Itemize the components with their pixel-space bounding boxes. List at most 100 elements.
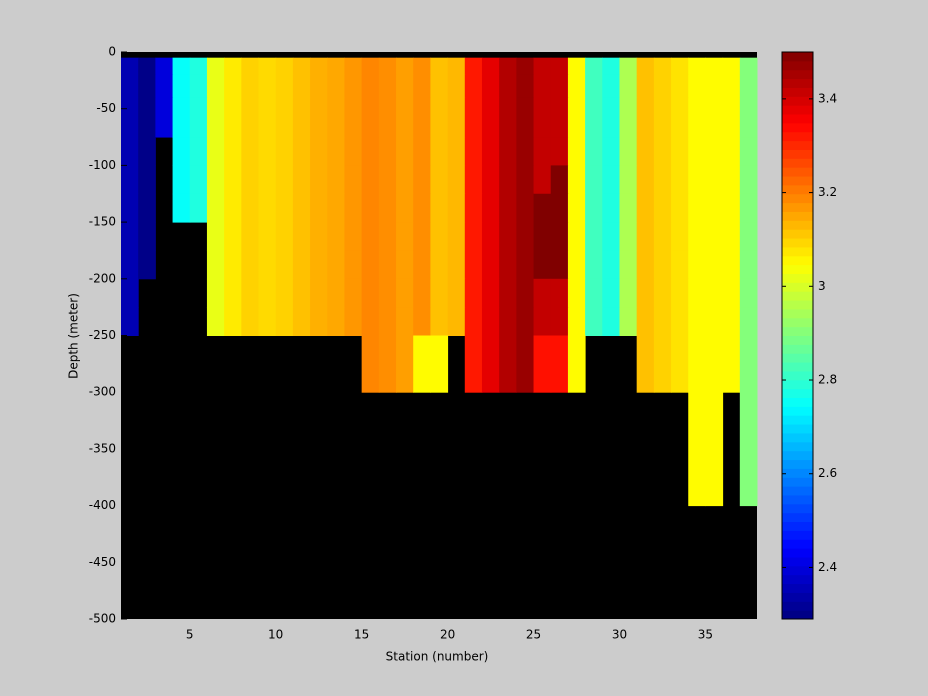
heat-cell	[292, 57, 311, 76]
heat-cell	[292, 137, 311, 166]
heat-cell	[327, 74, 345, 98]
heat-cell	[447, 74, 466, 98]
heat-cell	[567, 278, 586, 308]
heat-cell	[138, 57, 156, 76]
colorbar-swatch	[782, 317, 813, 328]
heat-cell	[378, 74, 397, 98]
heat-cell	[396, 307, 414, 336]
heat-cell	[361, 137, 380, 166]
x-tick-label: 25	[526, 628, 541, 642]
heat-cell	[327, 57, 345, 76]
heat-cell	[705, 165, 724, 195]
heat-cell	[671, 97, 689, 138]
heat-cell	[413, 222, 431, 251]
heat-cell	[447, 97, 466, 138]
colorbar-swatch	[782, 52, 813, 62]
colorbar-frame	[781, 51, 814, 620]
colorbar-swatch	[782, 388, 813, 399]
heat-cell	[705, 250, 724, 280]
heat-cell	[533, 278, 552, 308]
heat-cell	[619, 278, 638, 308]
heat-cell	[653, 165, 672, 195]
x-tick-label: 35	[698, 628, 713, 642]
heat-cell	[636, 74, 655, 98]
heat-cell	[121, 193, 139, 223]
y-tick-label: -100	[89, 158, 116, 172]
heat-cell	[396, 97, 414, 138]
heat-cell	[481, 165, 500, 195]
heat-cell	[464, 165, 483, 195]
colorbar-swatch	[782, 477, 813, 487]
colorbar-swatch	[782, 202, 813, 212]
heat-cell	[671, 193, 689, 223]
heat-cell	[619, 57, 638, 76]
heat-cell	[550, 335, 569, 393]
heat-cell	[464, 57, 483, 76]
colorbar-swatch	[782, 69, 813, 80]
heat-cell	[464, 307, 483, 336]
heat-cell	[602, 193, 620, 223]
y-tick-label: -250	[89, 328, 116, 342]
x-tick-label: 5	[186, 628, 194, 642]
colorbar-swatch	[782, 193, 813, 204]
heat-cell	[138, 222, 156, 251]
heat-cell	[275, 278, 294, 308]
heat-cell	[447, 137, 466, 166]
heat-cell	[533, 335, 552, 393]
colorbar-tick-label: 3	[818, 279, 826, 293]
heat-cell	[396, 278, 414, 308]
heat-cell	[275, 250, 294, 280]
heat-cell	[447, 250, 466, 280]
heat-cell	[619, 222, 638, 251]
heat-cell	[206, 74, 225, 98]
heat-cell	[378, 165, 397, 195]
colorbar-swatch	[782, 184, 813, 195]
colorbar-swatch	[782, 565, 813, 576]
heat-cell	[275, 222, 294, 251]
colorbar-swatch	[782, 282, 813, 292]
heat-cell	[585, 307, 603, 336]
heat-cell	[310, 250, 328, 280]
heat-cell	[481, 97, 500, 138]
heat-cell	[121, 250, 139, 280]
heat-cell	[481, 193, 500, 223]
heat-cell	[430, 137, 449, 166]
heat-cell	[292, 97, 311, 138]
heat-cell	[653, 307, 672, 336]
heat-cell	[567, 137, 586, 166]
heat-cell	[310, 97, 328, 138]
heat-cell	[241, 97, 260, 138]
heat-cell	[722, 165, 741, 195]
heat-cell	[447, 278, 466, 308]
heat-cell	[138, 97, 156, 138]
heat-cell	[327, 278, 345, 308]
heat-cell	[636, 278, 655, 308]
heat-cell	[241, 250, 260, 280]
colorbar-swatch	[782, 494, 813, 505]
heat-cell	[722, 278, 741, 308]
heat-cell	[430, 74, 449, 98]
heat-cell	[447, 222, 466, 251]
colorbar-swatch	[782, 131, 813, 142]
heat-cell	[292, 278, 311, 308]
heat-cell	[602, 278, 620, 308]
heat-cell	[739, 193, 758, 223]
heat-cell	[189, 74, 208, 98]
colorbar-swatch	[782, 273, 813, 283]
heat-cell	[138, 74, 156, 98]
heat-cell	[378, 97, 397, 138]
heat-cell	[602, 222, 620, 251]
heat-cell	[533, 222, 552, 251]
heat-cell	[499, 278, 517, 308]
heat-cell	[258, 137, 277, 166]
heat-cell	[344, 250, 363, 280]
heat-cell	[292, 165, 311, 195]
heat-cell	[224, 57, 242, 76]
heat-cell	[636, 193, 655, 223]
heat-cell	[671, 222, 689, 251]
heat-cell	[550, 307, 569, 336]
heat-cell	[722, 222, 741, 251]
heat-cell	[258, 250, 277, 280]
heat-cell	[567, 97, 586, 138]
heat-cell	[705, 307, 724, 336]
